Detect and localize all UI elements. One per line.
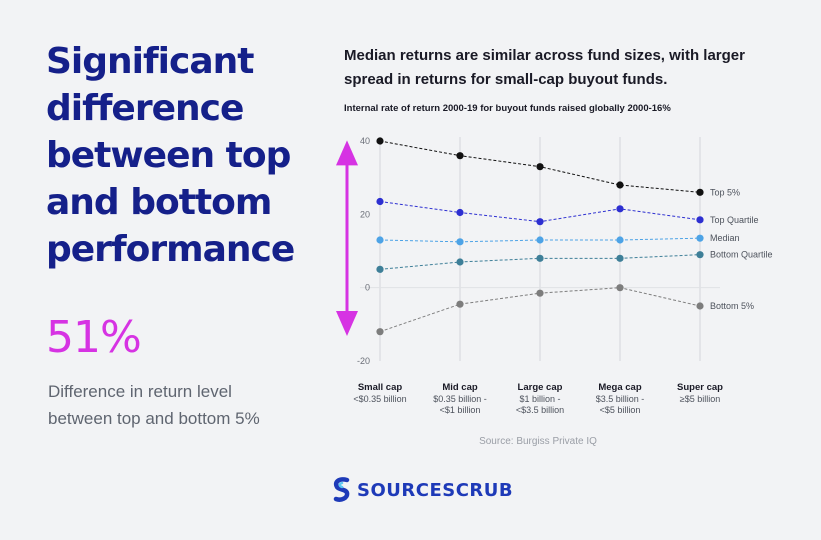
x-range-label: <$0.35 billion — [353, 394, 406, 404]
data-point — [696, 234, 704, 242]
data-point — [376, 137, 384, 145]
data-point — [456, 300, 464, 308]
x-category-label: Mid cap — [442, 382, 478, 393]
data-point — [616, 205, 624, 213]
headline-line: between top — [46, 135, 291, 176]
data-point — [536, 218, 544, 226]
spread-arrow-head-down — [336, 311, 358, 336]
y-tick-label: 40 — [360, 136, 370, 146]
data-point — [696, 216, 704, 224]
data-point — [696, 302, 704, 310]
headline-line: Significant — [46, 41, 254, 82]
x-range-label: <$1 billion — [440, 405, 481, 415]
sourcescrub-logo: SOURCESCRUB — [333, 476, 513, 504]
chart-title-line: spread in returns for small-cap buyout f… — [344, 71, 668, 88]
data-point — [536, 289, 544, 297]
x-range-label: $1 billion - — [519, 394, 560, 404]
y-tick-label: 20 — [360, 209, 370, 219]
headline-line: performance — [46, 229, 295, 270]
x-category-label: Mega cap — [598, 382, 641, 393]
headline-line: and bottom — [46, 182, 272, 223]
y-tick-label: -20 — [357, 356, 370, 366]
chart-title: Median returns are similar across fund s… — [344, 44, 764, 92]
data-point — [536, 236, 544, 244]
data-point — [696, 251, 704, 259]
sourcescrub-logo-icon — [333, 477, 350, 502]
data-point — [536, 163, 544, 171]
data-point — [376, 197, 384, 206]
stat-description-line: between top and bottom 5% — [48, 409, 260, 428]
data-point — [696, 188, 704, 196]
series-label: Top 5% — [710, 187, 740, 197]
x-category-label: Large cap — [518, 382, 563, 393]
data-point — [616, 284, 624, 292]
headline: Significant difference between top and b… — [46, 38, 336, 273]
y-tick-label: 0 — [365, 283, 370, 293]
x-range-label: <$3.5 billion — [516, 405, 564, 415]
x-range-label: <$5 billion — [600, 405, 641, 415]
data-point — [616, 181, 624, 189]
data-point — [616, 254, 624, 262]
headline-line: difference — [46, 88, 244, 129]
stat-description-line: Difference in return level — [48, 382, 232, 401]
data-point — [376, 236, 384, 244]
series-label: Bottom 5% — [710, 301, 754, 311]
chart-title-line: Median returns are similar across fund s… — [344, 47, 745, 64]
x-category-label: Super cap — [677, 382, 723, 393]
stat-value: 51% — [46, 312, 142, 363]
spread-arrow-head-up — [336, 140, 358, 166]
source-note: Source: Burgiss Private IQ — [479, 436, 597, 447]
data-point — [616, 236, 624, 244]
data-point — [536, 254, 544, 262]
data-point — [456, 208, 464, 217]
data-point — [456, 258, 464, 266]
series-label: Bottom Quartile — [710, 250, 773, 260]
stat-description: Difference in return level between top a… — [48, 378, 318, 432]
series-label: Top Quartile — [710, 215, 759, 225]
chart-subtitle: Internal rate of return 2000-19 for buyo… — [344, 103, 671, 114]
data-point — [456, 238, 464, 246]
series-label: Median — [710, 233, 740, 243]
x-range-label: $0.35 billion - — [433, 394, 487, 404]
data-point — [376, 265, 384, 273]
x-range-label: ≥$5 billion — [680, 394, 720, 404]
data-point — [456, 152, 464, 160]
x-category-label: Small cap — [358, 382, 403, 393]
x-range-label: $3.5 billion - — [596, 394, 645, 404]
data-point — [376, 328, 384, 336]
logo-wordmark: SOURCESCRUB — [357, 479, 514, 501]
